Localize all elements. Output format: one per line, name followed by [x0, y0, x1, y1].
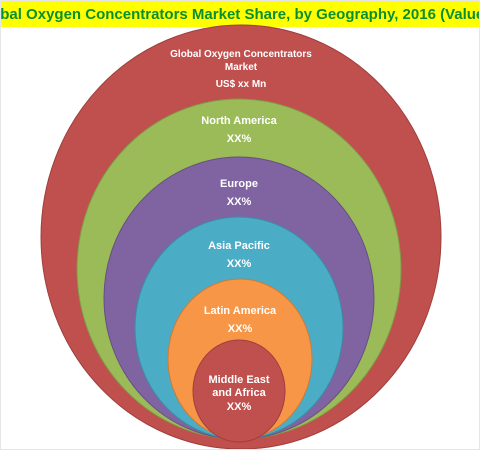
- ring-value: XX%: [227, 196, 252, 208]
- ring-label: Latin America: [204, 305, 277, 317]
- ring-middle-east-africa: Middle East and Africa XX%: [192, 339, 286, 443]
- ring-label: Middle East: [208, 374, 269, 386]
- ring-value: XX%: [227, 401, 252, 413]
- ring-label: Asia Pacific: [208, 240, 270, 252]
- ring-label: Global Oxygen Concentrators: [170, 49, 312, 60]
- ring-label: North America: [201, 115, 277, 127]
- title-bar: Global Oxygen Concentrators Market Share…: [0, 1, 480, 27]
- ring-label: Market: [225, 62, 258, 73]
- ring-label: Europe: [220, 178, 258, 190]
- diagram-title: Global Oxygen Concentrators Market Share…: [0, 5, 480, 23]
- ring-shape: [192, 339, 286, 443]
- ring-label: and Africa: [212, 387, 266, 399]
- ring-value: XX%: [227, 133, 252, 145]
- ring-value: US$ xx Mn: [216, 79, 267, 90]
- ring-value: XX%: [227, 258, 252, 270]
- ring-value: XX%: [228, 323, 253, 335]
